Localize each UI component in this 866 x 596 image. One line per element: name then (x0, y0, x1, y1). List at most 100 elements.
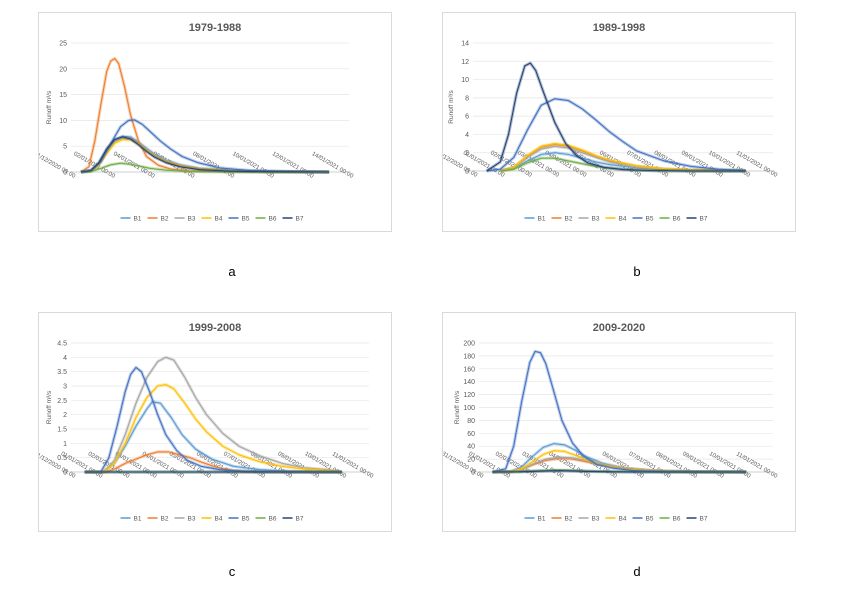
legend-label-B1: B1 (134, 516, 142, 523)
y-tick-label: 14 (461, 41, 469, 48)
legend-label-B1: B1 (538, 516, 546, 523)
legend-label-B2: B2 (565, 516, 573, 523)
y-tick-label: 10 (59, 118, 67, 125)
legend-label-B4: B4 (619, 216, 627, 223)
series-line-B6 (80, 162, 330, 173)
legend-label-B6: B6 (269, 516, 277, 523)
y-tick-label: 160 (463, 366, 475, 373)
chart-title: 1989-1998 (593, 22, 646, 34)
y-axis-label: Runoff m³/s (46, 390, 53, 424)
series-line-B5 (486, 98, 746, 172)
legend-label-B1: B1 (538, 216, 546, 223)
legend-label-B2: B2 (161, 516, 169, 523)
y-tick-label: 0 (63, 170, 67, 177)
panel-letter-d: d (633, 564, 641, 579)
legend-label-B4: B4 (215, 516, 223, 523)
y-tick-label: 40 (467, 444, 475, 451)
y-tick-label: 5 (63, 144, 67, 151)
legend-label-B2: B2 (565, 216, 573, 223)
series-line-B5 (84, 366, 342, 473)
series-line-B7 (80, 136, 330, 173)
legend-label-B5: B5 (646, 516, 654, 523)
chart-panel-a: 1979-1988 0 5 10 15 20 25 Runoff m³/s 31/12/2020… (38, 12, 392, 232)
panel-letter-b: b (633, 264, 641, 279)
legend-label-B7: B7 (296, 516, 304, 523)
legend-label-B4: B4 (619, 516, 627, 523)
y-tick-label: 0.5 (57, 455, 67, 462)
y-tick-label: 25 (59, 41, 67, 48)
series-line-B3 (84, 356, 342, 473)
y-tick-label: 100 (463, 405, 475, 412)
y-tick-label: 180 (463, 353, 475, 360)
y-tick-label: 2.5 (57, 398, 67, 405)
panel-letter-a: a (228, 264, 236, 279)
y-axis-label: Runoff m³/s (46, 90, 53, 124)
x-tick-label: 31/12/2020 00:00 (39, 151, 77, 180)
y-tick-label: 0 (465, 169, 469, 176)
legend-label-B7: B7 (296, 216, 304, 223)
series-line-B4 (84, 384, 342, 473)
legend-label-B3: B3 (188, 516, 196, 523)
x-tick-label: 14/01/2021 00:00 (311, 151, 355, 180)
x-tick-label: 10/01/2021 00:00 (231, 151, 275, 180)
series-line-B7 (486, 62, 746, 172)
legend-label-B7: B7 (700, 516, 708, 523)
y-tick-label: 20 (467, 457, 475, 464)
legend-label-B5: B5 (242, 516, 250, 523)
y-tick-label: 140 (463, 379, 475, 386)
chart-svg-d: 2009-2020 0 20 40 60 80 100 120 140 160 180 200 Runo… (443, 322, 779, 523)
y-axis-label: Runoff m³/s (448, 90, 455, 124)
y-tick-label: 4.5 (57, 341, 67, 348)
legend-label-B7: B7 (700, 216, 708, 223)
chart-title: 1999-2008 (189, 322, 242, 334)
series-line-B4 (500, 143, 746, 172)
legend-label-B5: B5 (646, 216, 654, 223)
legend-label-B4: B4 (215, 216, 223, 223)
y-tick-label: 6 (465, 114, 469, 121)
y-tick-label: 3.5 (57, 369, 67, 376)
series-line-B4 (80, 138, 330, 173)
chart-title: 2009-2020 (593, 322, 646, 334)
y-tick-label: 8 (465, 95, 469, 102)
series-line-B5 (80, 119, 330, 173)
y-tick-label: 20 (59, 66, 67, 73)
y-tick-label: 2 (465, 150, 469, 157)
legend-label-B1: B1 (134, 216, 142, 223)
y-tick-label: 2 (63, 412, 67, 419)
legend-label-B3: B3 (188, 216, 196, 223)
x-tick-label: 12/01/2021 00:00 (271, 151, 315, 180)
chart-svg-c: 1999-2008 0 0.5 1 1.5 2 2.5 3 3.5 4 4.5 Runoff m³/s… (39, 322, 375, 523)
legend-label-B6: B6 (673, 516, 681, 523)
chart-panel-d: 2009-2020 0 20 40 60 80 100 120 140 160 180 200 Runo… (442, 312, 796, 532)
y-tick-label: 12 (461, 59, 469, 66)
chart-panel-b: 1989-1998 0 2 4 6 8 10 12 14 Runoff m³/s 31/12/202… (442, 12, 796, 232)
chart-panel-c: 1999-2008 0 0.5 1 1.5 2 2.5 3 3.5 4 4.5 Runoff m³/s… (38, 312, 392, 532)
y-tick-label: 0 (471, 470, 475, 477)
chart-title: 1979-1988 (189, 22, 242, 34)
legend-label-B3: B3 (592, 216, 600, 223)
y-tick-label: 80 (467, 418, 475, 425)
y-tick-label: 1.5 (57, 427, 67, 434)
y-tick-label: 0 (63, 470, 67, 477)
y-tick-label: 10 (461, 77, 469, 84)
legend-label-B6: B6 (673, 216, 681, 223)
series-line-B1 (84, 401, 342, 473)
series-line-B5 (492, 350, 747, 473)
y-tick-label: 120 (463, 392, 475, 399)
y-tick-label: 1 (63, 441, 67, 448)
y-tick-label: 200 (463, 341, 475, 348)
legend-label-B5: B5 (242, 216, 250, 223)
panel-letter-c: c (228, 564, 236, 579)
y-tick-label: 15 (59, 92, 67, 99)
y-tick-label: 4 (63, 355, 67, 362)
chart-svg-a: 1979-1988 0 5 10 15 20 25 Runoff m³/s 31/12/2020… (39, 22, 355, 223)
legend-label-B6: B6 (269, 216, 277, 223)
y-tick-label: 3 (63, 384, 67, 391)
series-line-B7 (492, 470, 747, 473)
y-tick-label: 4 (465, 132, 469, 139)
legend-label-B3: B3 (592, 516, 600, 523)
legend-label-B2: B2 (161, 216, 169, 223)
y-axis-label: Runoff m³/s (454, 390, 461, 424)
y-tick-label: 60 (467, 431, 475, 438)
